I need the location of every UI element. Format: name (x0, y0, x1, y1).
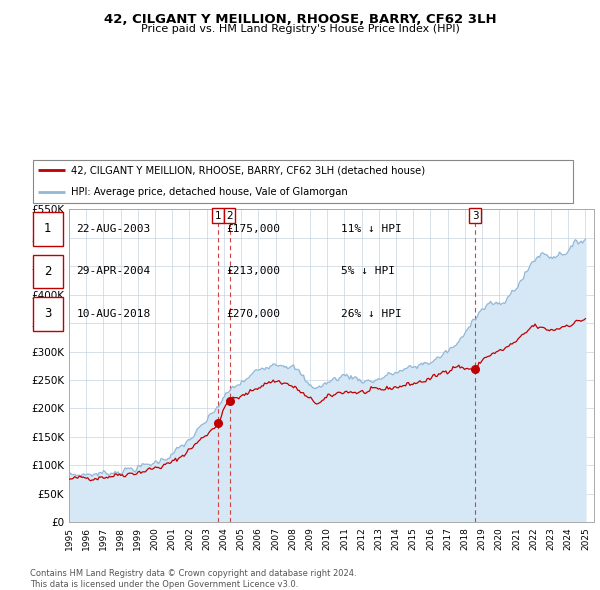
FancyBboxPatch shape (33, 254, 63, 289)
Text: 42, CILGANT Y MEILLION, RHOOSE, BARRY, CF62 3LH: 42, CILGANT Y MEILLION, RHOOSE, BARRY, C… (104, 13, 496, 26)
Text: Price paid vs. HM Land Registry's House Price Index (HPI): Price paid vs. HM Land Registry's House … (140, 24, 460, 34)
Text: HPI: Average price, detached house, Vale of Glamorgan: HPI: Average price, detached house, Vale… (71, 188, 348, 198)
Text: £175,000: £175,000 (227, 224, 281, 234)
FancyBboxPatch shape (33, 212, 63, 246)
Text: 2: 2 (226, 211, 233, 221)
Text: 5% ↓ HPI: 5% ↓ HPI (341, 267, 395, 276)
Text: 29-APR-2004: 29-APR-2004 (76, 267, 151, 276)
Text: £213,000: £213,000 (227, 267, 281, 276)
FancyBboxPatch shape (33, 297, 63, 331)
Text: 1: 1 (44, 222, 51, 235)
Text: 42, CILGANT Y MEILLION, RHOOSE, BARRY, CF62 3LH (detached house): 42, CILGANT Y MEILLION, RHOOSE, BARRY, C… (71, 165, 425, 175)
Text: £270,000: £270,000 (227, 309, 281, 319)
Text: 26% ↓ HPI: 26% ↓ HPI (341, 309, 402, 319)
Text: 2: 2 (44, 265, 51, 278)
Text: 22-AUG-2003: 22-AUG-2003 (76, 224, 151, 234)
Text: 11% ↓ HPI: 11% ↓ HPI (341, 224, 402, 234)
FancyBboxPatch shape (33, 160, 573, 203)
Text: Contains HM Land Registry data © Crown copyright and database right 2024.
This d: Contains HM Land Registry data © Crown c… (30, 569, 356, 589)
Text: 10-AUG-2018: 10-AUG-2018 (76, 309, 151, 319)
Text: 3: 3 (472, 211, 479, 221)
Text: 3: 3 (44, 307, 51, 320)
Text: 1: 1 (214, 211, 221, 221)
